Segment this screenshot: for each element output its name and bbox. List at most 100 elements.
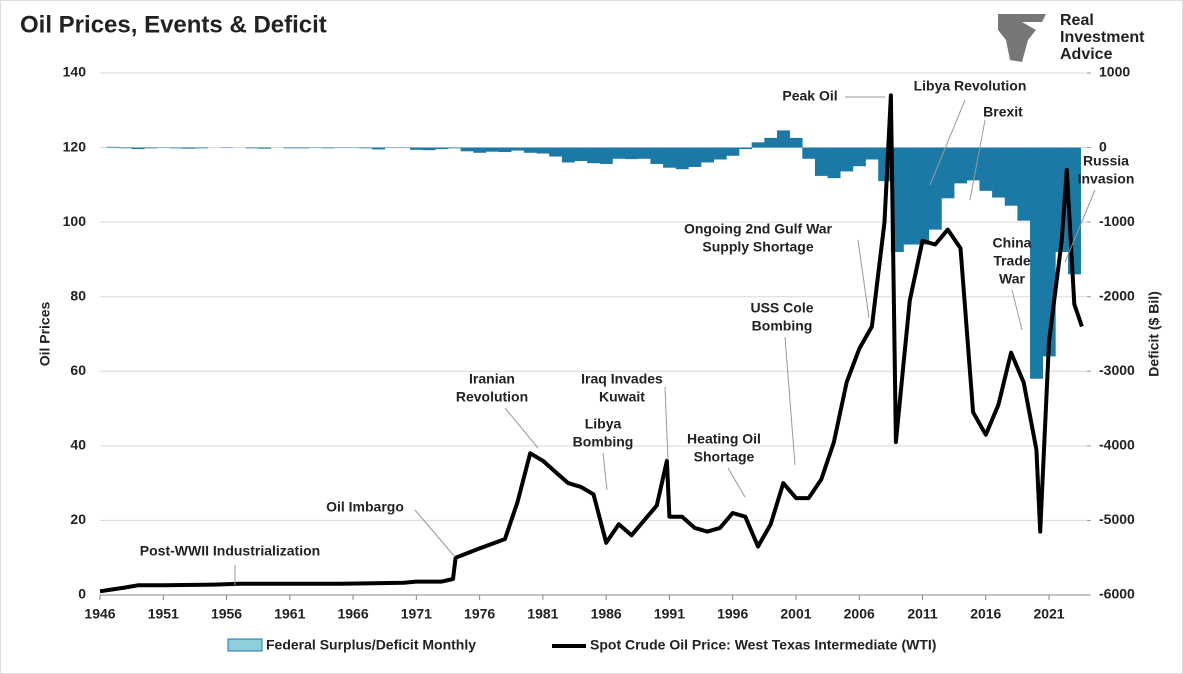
annotation: Iraq Invades [581, 371, 663, 387]
deficit-bar [675, 147, 689, 170]
x-tick-label: 1956 [211, 606, 242, 622]
x-tick-label: 1951 [148, 606, 179, 622]
deficit-bar [776, 130, 790, 148]
deficit-bar [954, 147, 968, 184]
annotation: Shortage [694, 449, 755, 465]
deficit-bar [979, 147, 993, 191]
annotation-arrow [857, 239, 870, 319]
annotation: Libya Revolution [914, 78, 1027, 94]
y2-tick-label: -6000 [1099, 586, 1135, 602]
x-tick-label: 1966 [337, 606, 368, 622]
x-tick-label: 1946 [84, 606, 115, 622]
deficit-bar [321, 147, 335, 149]
deficit-bar [118, 147, 132, 149]
annotation: Russia [1083, 153, 1129, 169]
annotation: Libya [585, 416, 622, 432]
deficit-bar [625, 147, 639, 160]
deficit-bar [701, 147, 715, 163]
deficit-bar [587, 147, 601, 164]
x-tick-label: 2021 [1033, 606, 1064, 622]
deficit-bar [713, 147, 727, 160]
deficit-bar [447, 147, 461, 149]
y2-tick-label: -3000 [1099, 362, 1135, 378]
annotation-arrow [414, 509, 456, 558]
deficit-bar [1017, 147, 1031, 221]
x-tick-label: 1961 [274, 606, 305, 622]
annotation: Kuwait [599, 389, 645, 405]
x-tick-label: 1996 [717, 606, 748, 622]
annotation-arrow [1064, 189, 1096, 263]
deficit-bar [840, 147, 854, 172]
logo-text: Investment [1060, 29, 1145, 46]
annotation-arrow [784, 336, 796, 466]
annotation-arrow [1011, 289, 1023, 331]
annotation: Iranian [469, 371, 515, 387]
logo-text: Advice [1060, 46, 1113, 63]
legend-label: Spot Crude Oil Price: West Texas Interme… [590, 637, 936, 653]
deficit-bar [903, 147, 917, 245]
x-tick-label: 2011 [907, 606, 938, 622]
deficit-bar [144, 147, 158, 149]
y-tick-label: 120 [63, 138, 87, 154]
y-axis-label: Oil Prices [37, 301, 53, 366]
deficit-bar [194, 147, 208, 149]
y-tick-label: 20 [70, 511, 86, 527]
y2-tick-label: -1000 [1099, 213, 1135, 229]
y-tick-label: 100 [63, 213, 87, 229]
annotation-arrow [664, 386, 669, 461]
annotation: Invasion [1078, 171, 1135, 187]
annotation: Bombing [752, 318, 813, 334]
deficit-bar [523, 147, 537, 153]
annotation: China [993, 235, 1032, 251]
deficit-bar [650, 147, 664, 164]
annotation-arrow [929, 99, 966, 186]
deficit-bar [435, 147, 449, 150]
deficit-bar [916, 147, 930, 245]
deficit-bar [359, 147, 373, 149]
annotation-arrow [727, 467, 746, 498]
deficit-bar [536, 147, 550, 154]
deficit-bar [182, 147, 196, 149]
y2-tick-label: -5000 [1099, 511, 1135, 527]
annotation: Peak Oil [782, 88, 837, 104]
x-tick-label: 1981 [527, 606, 558, 622]
deficit-bar [283, 147, 297, 149]
deficit-bar [663, 147, 677, 168]
annotation: Revolution [456, 389, 528, 405]
deficit-bar [739, 147, 752, 150]
annotation: War [999, 271, 1025, 287]
deficit-bar [422, 147, 436, 151]
annotation: Oil Imbargo [326, 499, 404, 515]
annotation: Bombing [573, 434, 634, 450]
deficit-bar [410, 147, 423, 150]
annotation-arrow [969, 119, 986, 201]
deficit-bar [460, 147, 474, 152]
y2-tick-label: 0 [1099, 138, 1107, 154]
y2-tick-label: -4000 [1099, 437, 1135, 453]
logo: Real Investment Advice [998, 12, 1145, 63]
legend-swatch [227, 638, 263, 652]
x-tick-label: 2006 [844, 606, 875, 622]
deficit-bar [928, 147, 942, 230]
deficit-bar [612, 147, 626, 159]
y-tick-label: 0 [78, 586, 86, 602]
deficit-bar [473, 147, 487, 153]
deficit-bar [751, 142, 765, 148]
annotation: USS Cole [750, 300, 813, 316]
annotation: Brexit [983, 104, 1023, 120]
deficit-bar [245, 147, 259, 149]
deficit-bar [296, 147, 310, 149]
y-tick-label: 60 [70, 362, 86, 378]
deficit-bar [485, 147, 499, 152]
deficit-bar [258, 147, 272, 149]
deficit-bar [599, 147, 613, 164]
annotation: Trade [993, 253, 1031, 269]
deficit-bar [865, 147, 879, 160]
deficit-bar [106, 146, 120, 148]
annotation: Ongoing 2nd Gulf War [684, 221, 833, 237]
deficit-bar [827, 147, 841, 179]
y2-tick-label: -2000 [1099, 287, 1135, 303]
y-tick-label: 80 [70, 287, 86, 303]
deficit-bar [852, 147, 866, 167]
